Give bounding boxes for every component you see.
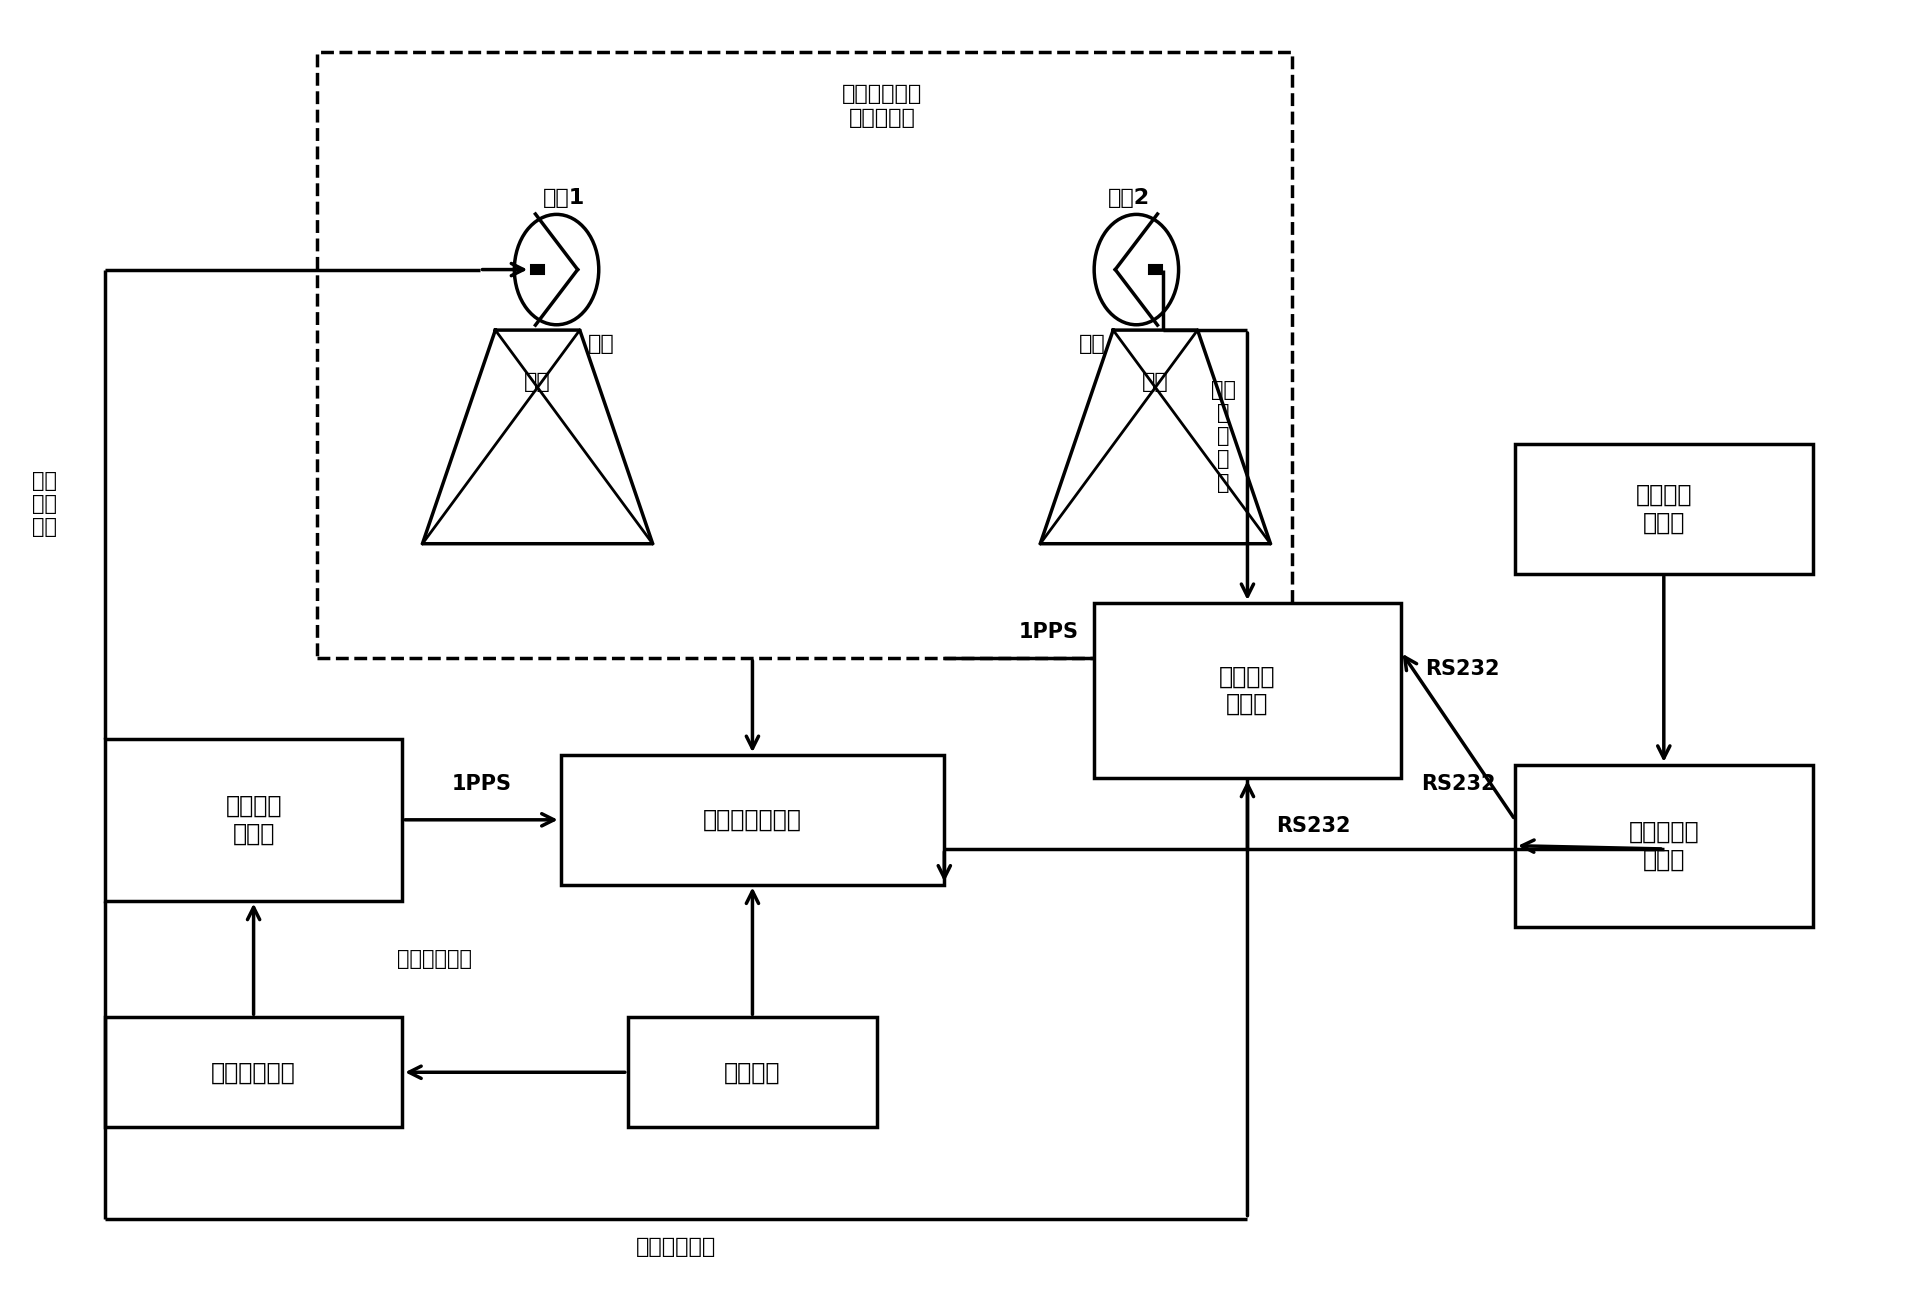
Text: 满足远场条件
的自由空间: 满足远场条件 的自由空间 [842, 85, 923, 128]
Text: 时间间隔计数器: 时间间隔计数器 [703, 808, 802, 831]
Ellipse shape [515, 215, 599, 324]
Text: 1PPS: 1PPS [1019, 622, 1079, 642]
Text: RS232: RS232 [1426, 659, 1499, 679]
FancyBboxPatch shape [1515, 444, 1813, 573]
Text: 星间链路
发射机: 星间链路 发射机 [225, 794, 281, 846]
Text: 天线2: 天线2 [1108, 189, 1150, 208]
Text: 原子频标: 原子频标 [725, 1061, 780, 1084]
Text: 1PPS: 1PPS [451, 774, 511, 794]
Text: RS232: RS232 [1276, 816, 1351, 835]
Text: 支架: 支架 [1143, 371, 1170, 392]
Text: 控制和处理
计算机: 控制和处理 计算机 [1628, 820, 1700, 872]
FancyBboxPatch shape [104, 739, 403, 900]
FancyBboxPatch shape [1095, 603, 1401, 778]
FancyBboxPatch shape [104, 1018, 403, 1127]
Text: 基准频率信号: 基准频率信号 [397, 949, 472, 969]
Text: 天线1: 天线1 [543, 189, 586, 208]
Text: 矢量网路
分析仳: 矢量网路 分析仳 [1636, 483, 1692, 536]
Text: RS232: RS232 [1420, 774, 1495, 794]
FancyBboxPatch shape [316, 52, 1291, 658]
FancyBboxPatch shape [1515, 765, 1813, 926]
Text: 输入
测
试
电
缆: 输入 测 试 电 缆 [1210, 380, 1235, 493]
FancyBboxPatch shape [1148, 265, 1162, 274]
Text: 基准频率信号: 基准频率信号 [636, 1237, 717, 1257]
Text: 支架: 支架 [524, 371, 551, 392]
FancyBboxPatch shape [561, 754, 944, 885]
Text: 发射: 发射 [588, 335, 615, 354]
FancyBboxPatch shape [530, 265, 545, 274]
Text: 输出
测试
电缆: 输出 测试 电缆 [33, 470, 58, 537]
FancyBboxPatch shape [628, 1018, 877, 1127]
Text: 基准频率参考: 基准频率参考 [212, 1061, 297, 1084]
Text: 接收: 接收 [1079, 335, 1106, 354]
Ellipse shape [1095, 215, 1179, 324]
Text: 星间链路
接收机: 星间链路 接收机 [1220, 665, 1276, 717]
